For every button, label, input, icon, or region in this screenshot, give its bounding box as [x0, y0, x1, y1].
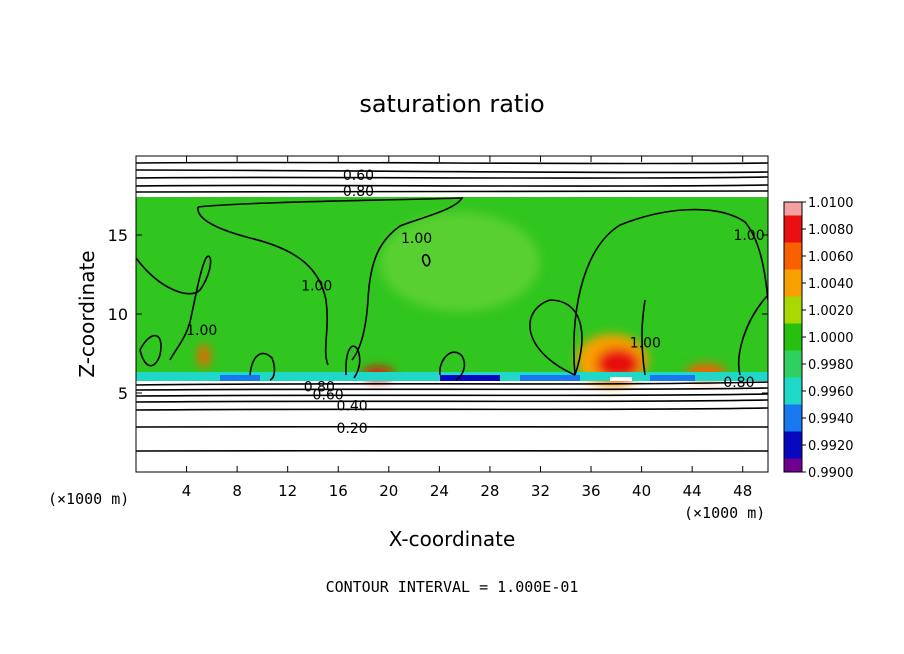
x-tick-label: 48: [733, 482, 752, 500]
colorbar-swatch: [784, 323, 802, 351]
x-unit-left: (×1000 m): [48, 490, 129, 508]
contour-label: 0.40: [337, 399, 368, 415]
contour-labels: 0.600.801.001.001.001.001.000.800.600.40…: [186, 168, 764, 437]
colorbar-swatch: [784, 458, 802, 472]
colorbar-swatch: [784, 431, 802, 459]
x-tick-label: 32: [531, 482, 550, 500]
contour-label: 1.00: [401, 231, 432, 247]
field-layer: [136, 161, 768, 453]
x-tick-label: 20: [379, 482, 398, 500]
x-axis-label: X-coordinate: [389, 527, 516, 551]
y-tick-label: 15: [108, 226, 128, 245]
contour-label: 0.60: [313, 388, 344, 404]
contour-label: 0.80: [304, 380, 335, 396]
contour-label: 1.00: [733, 228, 764, 244]
y-tick-label: 5: [118, 384, 128, 403]
contour-interval-note: CONTOUR INTERVAL = 1.000E-01: [326, 578, 579, 596]
contour-label: 0.80: [343, 184, 374, 200]
x-tick-label: 16: [329, 482, 348, 500]
x-tick-label: 28: [480, 482, 499, 500]
colorbar-label: 1.0060: [808, 250, 854, 265]
contour-label: 1.00: [630, 335, 661, 351]
colorbar-label: 1.0080: [808, 223, 854, 238]
colorbar-swatch: [784, 269, 802, 297]
colorbar-label: 0.9900: [808, 466, 854, 481]
colorbar-swatch: [784, 242, 802, 270]
y-axis-label: Z-coordinate: [75, 250, 99, 377]
contours: [136, 161, 768, 453]
colorbar-swatch: [784, 404, 802, 432]
x-axis-ticks: 4 8 12 16 20 24 28 32 36 40 44 48: [182, 156, 752, 500]
colorbar-swatch: [784, 377, 802, 405]
colorbar-label: 1.0000: [808, 331, 854, 346]
x-tick-label: 44: [683, 482, 702, 500]
contour-label: 0.20: [337, 421, 368, 437]
x-tick-label: 36: [581, 482, 600, 500]
contour-label: 0.80: [723, 375, 754, 391]
y-axis-ticks: 5 10 15: [108, 226, 768, 403]
contour-label: 1.00: [186, 323, 217, 339]
colorbar: 1.0100 1.0080 1.0060 1.0040 1.0020 1.0000 0.99…: [783, 196, 854, 481]
chart-title: saturation ratio: [359, 90, 544, 118]
colorbar-label: 1.0100: [808, 196, 854, 211]
colorbar-label: 0.9940: [808, 412, 854, 427]
contour-label: 1.00: [301, 279, 332, 295]
x-tick-label: 8: [232, 482, 242, 500]
colorbar-swatch: [784, 202, 802, 216]
colorbar-swatch: [784, 350, 802, 378]
colorbar-label: 1.0020: [808, 304, 854, 319]
x-tick-label: 24: [430, 482, 449, 500]
colorbar-swatch: [784, 215, 802, 243]
x-tick-label: 4: [182, 482, 192, 500]
colorbar-label: 1.0040: [808, 277, 854, 292]
colorbar-swatch: [784, 296, 802, 324]
x-unit-right: (×1000 m): [684, 504, 765, 522]
colorbar-label: 0.9960: [808, 385, 854, 400]
y-tick-label: 10: [108, 305, 128, 324]
colorbar-label: 0.9980: [808, 358, 854, 373]
colorbar-label: 0.9920: [808, 439, 854, 454]
contour-label: 0.60: [343, 168, 374, 184]
x-tick-label: 12: [278, 482, 297, 500]
x-tick-label: 40: [632, 482, 651, 500]
